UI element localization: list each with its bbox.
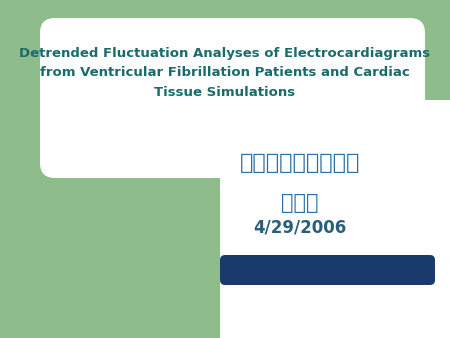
- Text: 4/29/2006: 4/29/2006: [253, 219, 346, 237]
- Bar: [220, 0, 450, 100]
- Text: from Ventricular Fibrillation Patients and Cardiac: from Ventricular Fibrillation Patients a…: [40, 67, 410, 79]
- Text: Tissue Simulations: Tissue Simulations: [154, 87, 296, 99]
- Text: Detrended Fluctuation Analyses of Electrocardiagrams: Detrended Fluctuation Analyses of Electr…: [19, 47, 431, 59]
- Text: 國立東華大學物理系: 國立東華大學物理系: [240, 153, 360, 173]
- Text: 薕又新: 薕又新: [281, 193, 319, 213]
- FancyBboxPatch shape: [40, 18, 425, 178]
- Bar: [0, 0, 220, 338]
- FancyBboxPatch shape: [220, 255, 435, 285]
